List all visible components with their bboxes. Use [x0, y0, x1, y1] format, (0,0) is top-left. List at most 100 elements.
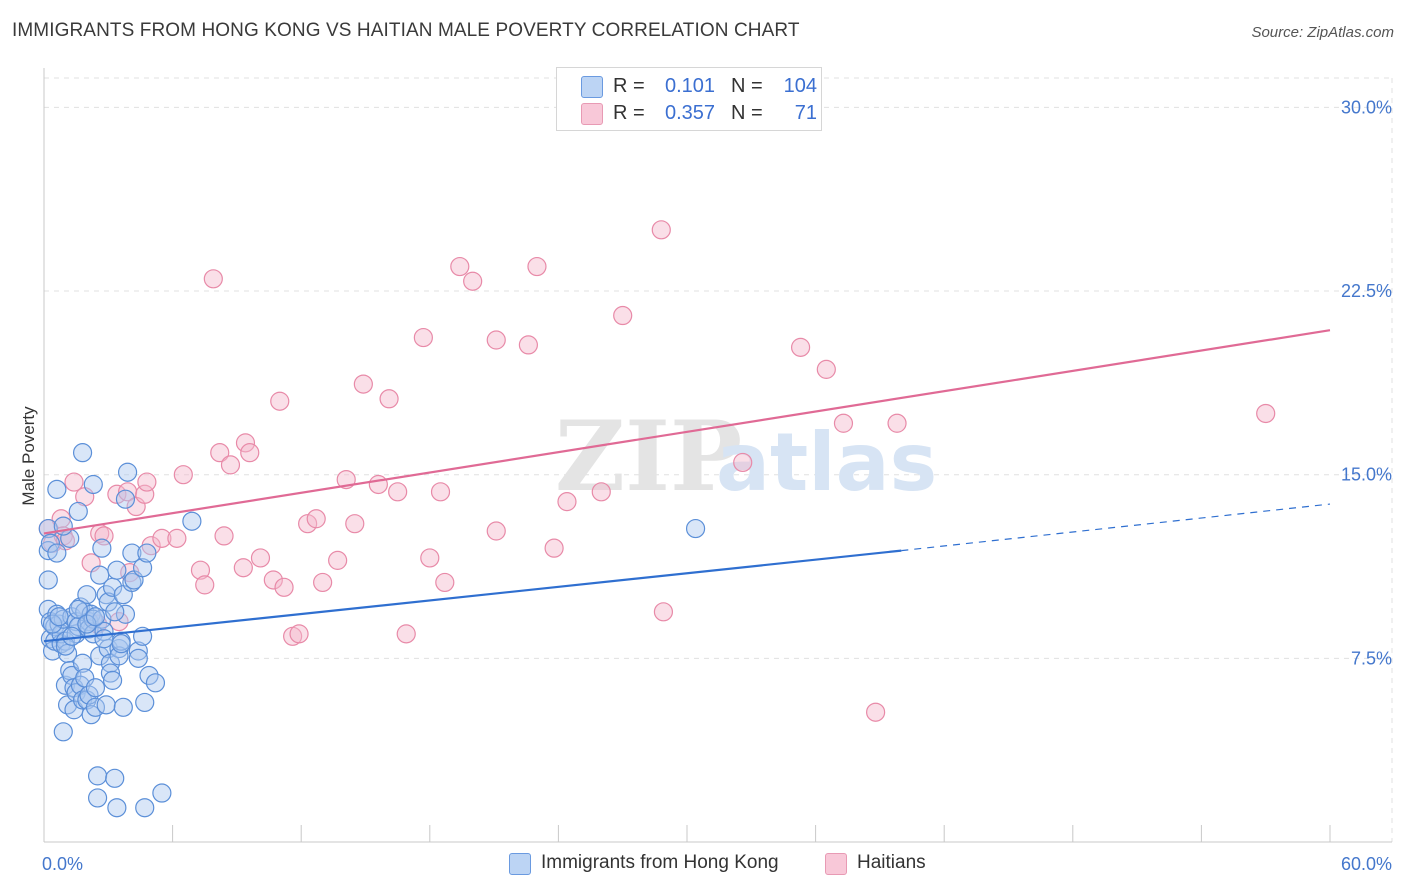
hong-kong-point	[92, 538, 112, 558]
haitians-point	[420, 548, 440, 568]
hong-kong-point	[115, 489, 136, 509]
hong-kong-point	[96, 695, 116, 715]
haitians-point	[233, 558, 253, 578]
hong-kong-point	[85, 678, 106, 698]
haitians-point	[152, 528, 172, 548]
hong-kong-trend-extension	[901, 503, 1331, 552]
haitians-point	[167, 528, 187, 548]
y-tick-label: 15.0%	[1341, 465, 1392, 485]
hong-kong-point	[83, 474, 103, 495]
haitians-point	[135, 484, 155, 504]
haitians-point	[591, 482, 611, 502]
haitians-point	[137, 472, 157, 492]
hong-kong-point	[77, 585, 97, 605]
hong-kong-point	[107, 560, 127, 580]
watermark-zip: ZIP	[555, 400, 742, 513]
hong-kong-point	[72, 443, 93, 463]
haitians-trend-line	[43, 329, 1331, 535]
haitians-point	[263, 570, 283, 590]
hong-kong-point	[145, 673, 166, 693]
legend-r-value: 0.101	[664, 75, 716, 97]
hong-kong-point	[100, 663, 121, 683]
haitians-point	[173, 465, 193, 485]
hong-kong-point	[87, 766, 108, 786]
hong-kong-point	[128, 641, 148, 661]
haitians-point	[430, 482, 451, 502]
haitians-point	[557, 492, 577, 512]
hong-kong-point	[122, 543, 142, 563]
haitians-point	[64, 472, 84, 492]
series-legend: Immigrants from Hong Kong Haitians	[0, 852, 1406, 878]
hong-kong-point	[105, 602, 125, 622]
haitians-point	[328, 550, 348, 570]
hong-kong-point	[685, 518, 706, 539]
hong-kong-point	[68, 599, 88, 619]
haitians-point	[866, 702, 886, 722]
haitians-point	[651, 220, 671, 240]
haitians-point	[887, 413, 907, 433]
hong-kong-point	[105, 768, 125, 788]
haitians-point	[274, 577, 294, 597]
haitians-point	[396, 624, 416, 644]
hong-kong-point	[79, 685, 99, 705]
x-tick-label-max: 60.0%	[1341, 854, 1392, 874]
haitians-point	[51, 509, 71, 529]
haitians-point	[463, 271, 483, 291]
haitians-point	[833, 413, 854, 433]
legend-r-label: R =	[613, 102, 645, 124]
y-tick-label: 30.0%	[1341, 97, 1392, 117]
hong-kong-point	[87, 788, 108, 808]
hong-kong-point	[122, 572, 142, 593]
trend-lines	[43, 329, 1331, 643]
hong-kong-point	[72, 653, 93, 673]
haitians-point	[313, 572, 333, 593]
hong-kong-point	[109, 646, 129, 666]
legend-n-value: 104	[783, 75, 817, 97]
haitians-point	[486, 330, 506, 350]
haitians-point	[527, 256, 547, 277]
hong-kong-point	[135, 692, 155, 713]
haitians-point	[306, 509, 326, 529]
haitians-point	[790, 337, 811, 357]
hong-kong-point	[40, 533, 61, 553]
haitians-point	[250, 548, 271, 568]
haitians-point	[235, 433, 256, 453]
hong-kong-point	[68, 501, 88, 522]
x-tick-label-min: 0.0%	[42, 854, 83, 874]
hong-kong-point	[47, 479, 67, 499]
hong-kong-point	[38, 570, 58, 590]
haitians-point	[214, 526, 234, 546]
haitians-point	[413, 327, 433, 348]
hong-kong-point	[49, 607, 69, 627]
hong-kong-point	[42, 614, 63, 634]
haitians-point	[379, 389, 399, 409]
correlation-legend: R = 0.101 N = 104 R = 0.357 N = 71	[556, 67, 822, 131]
haitians-point	[353, 374, 373, 394]
series-legend-label: Immigrants from Hong Kong	[541, 852, 779, 873]
hong-kong-point	[94, 629, 114, 649]
hong-kong-point	[152, 783, 172, 803]
hong-kong-point	[182, 511, 202, 531]
hong-kong-point	[111, 634, 131, 654]
y-tick-label: 22.5%	[1341, 281, 1392, 301]
haitians-point	[203, 269, 223, 289]
haitians-point	[450, 256, 470, 277]
y-tick-labels: 7.5% 15.0% 22.5% 30.0%	[1341, 97, 1392, 668]
haitians-point	[210, 443, 230, 463]
hong-kong-point	[85, 607, 106, 627]
axes	[43, 68, 1392, 843]
haitians-point	[220, 455, 241, 475]
legend-r-label: R =	[613, 75, 645, 97]
haitians-point	[1256, 403, 1276, 424]
haitians-point	[388, 482, 408, 502]
haitians-point	[816, 359, 836, 379]
y-axis-title: Male Poverty	[19, 406, 38, 506]
haitians-point	[613, 305, 633, 326]
haitians-point	[653, 602, 674, 622]
haitians-point	[289, 624, 309, 644]
haitians-point	[368, 474, 388, 495]
hong-kong-point	[55, 636, 76, 656]
chart-title: IMMIGRANTS FROM HONG KONG VS HAITIAN MAL…	[12, 20, 800, 41]
hong-kong-point	[113, 697, 133, 717]
